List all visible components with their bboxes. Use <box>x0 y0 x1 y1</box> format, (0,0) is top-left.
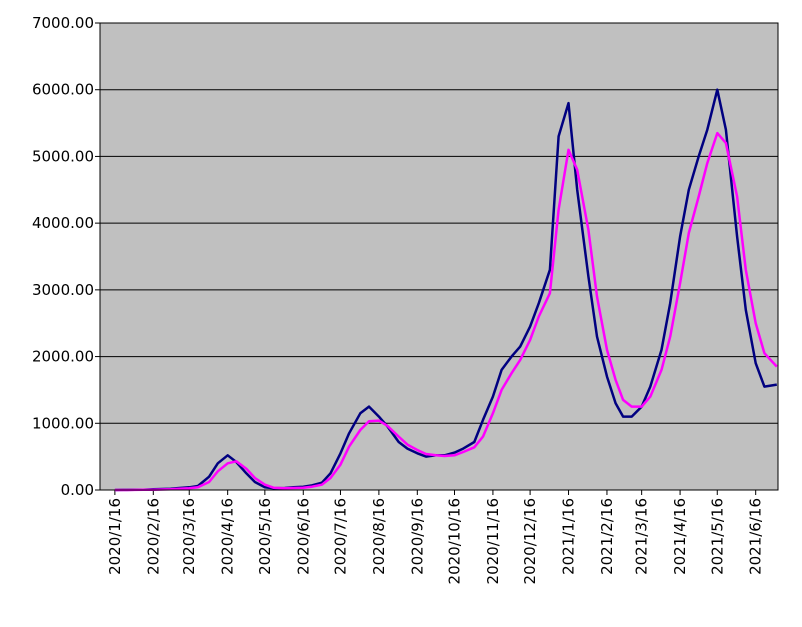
series-line <box>114 131 778 492</box>
y-tick-label: 6000.00 <box>32 81 94 99</box>
x-tick-label: 2020/4/16 <box>219 498 237 575</box>
x-tick-label: 2020/5/16 <box>256 498 274 575</box>
plot-border <box>99 22 779 491</box>
x-tick-label: 2020/12/16 <box>521 498 539 584</box>
x-tick-label: 2020/1/16 <box>106 498 124 575</box>
y-tick-label: 4000.00 <box>32 214 94 232</box>
x-tick-label: 2021/4/16 <box>671 498 689 575</box>
x-tick-label: 2020/3/16 <box>180 498 198 575</box>
x-tick-label: 2021/2/16 <box>598 498 616 575</box>
x-tick-label: 2020/2/16 <box>144 498 162 575</box>
x-tick-label: 2021/6/16 <box>747 498 765 575</box>
y-tick-label: 7000.00 <box>32 14 94 32</box>
x-tick-label: 2020/11/16 <box>484 498 502 584</box>
x-tick-label: 2020/10/16 <box>445 498 463 584</box>
plot-area <box>100 23 778 490</box>
y-tick-label: 5000.00 <box>32 147 94 165</box>
x-tick-label: 2020/6/16 <box>294 498 312 575</box>
y-tick-label: 0.00 <box>61 481 94 499</box>
x-tick-label: 2021/1/16 <box>560 498 578 575</box>
x-tick-label: 2020/8/16 <box>370 498 388 575</box>
y-tick-label: 2000.00 <box>32 348 94 366</box>
y-tick-label: 3000.00 <box>32 281 94 299</box>
x-tick-label: 2020/9/16 <box>408 498 426 575</box>
y-tick-label: 1000.00 <box>32 414 94 432</box>
x-tick-label: 2021/3/16 <box>633 498 651 575</box>
x-tick-label: 2020/7/16 <box>331 498 349 575</box>
x-tick-label: 2021/5/16 <box>708 498 726 575</box>
